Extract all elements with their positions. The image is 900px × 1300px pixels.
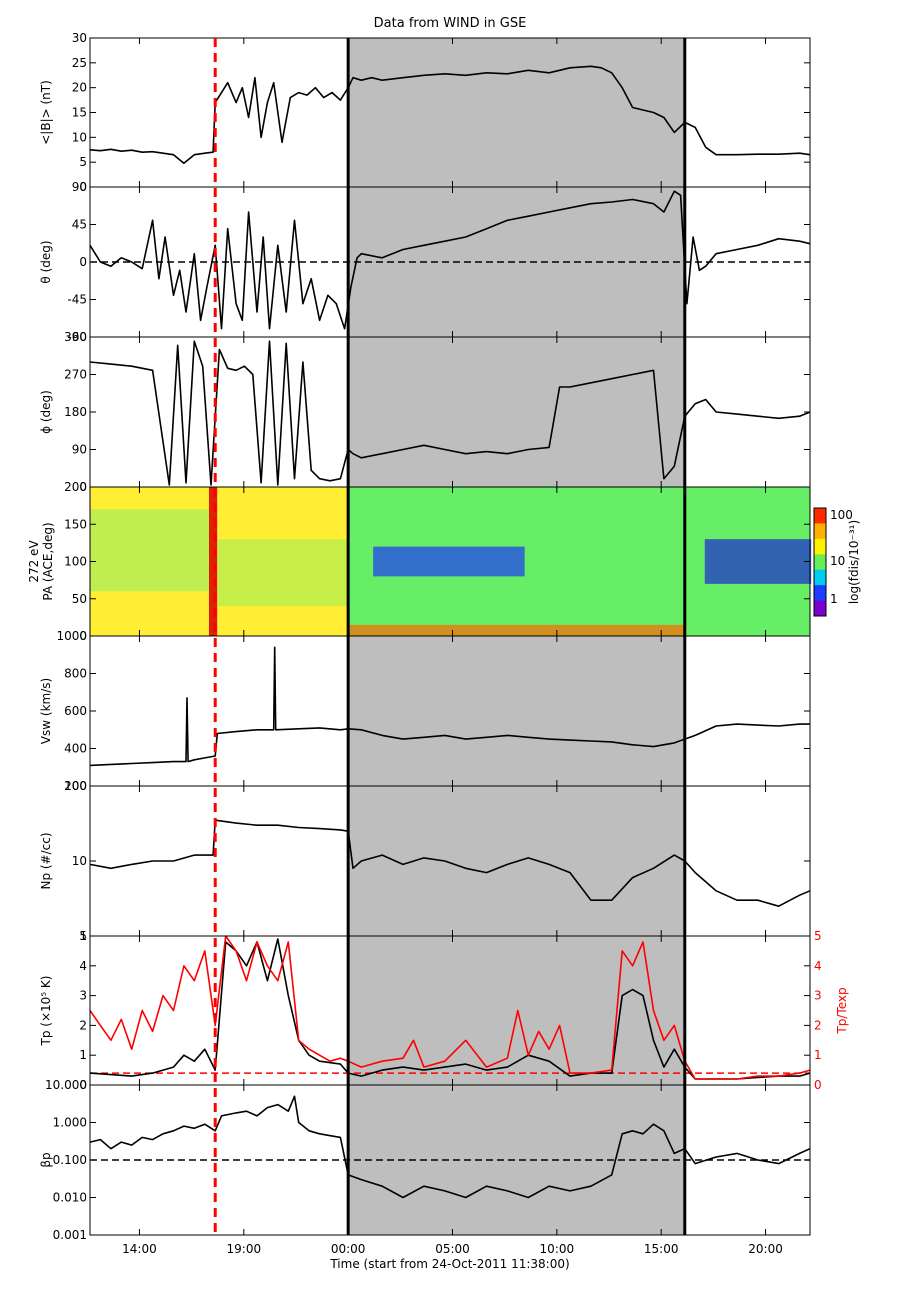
y-tick-label: 0	[79, 180, 87, 194]
panel-beta: 0.001 0.010 0.100 1.000 10.000 βp	[39, 1078, 811, 1242]
y-tick-label: 1	[79, 929, 87, 943]
y-tick-label: 1	[79, 1048, 87, 1062]
y-axis-label: Np (#/cc)	[39, 832, 53, 889]
y-tick-label: 5	[79, 155, 87, 169]
colorbar-label: log(fdis/10⁻³¹)	[847, 520, 861, 604]
y-tick-label: 600	[64, 704, 87, 718]
figure-title: Data from WIND in GSE	[374, 16, 527, 31]
y-tick-label: 100	[64, 779, 87, 793]
y-tick-label: 15	[72, 106, 87, 120]
y-tick-label: 360	[64, 330, 87, 344]
y-axis-label: Tp (×10⁵ K)	[39, 976, 53, 1047]
y-tick-label: 0.100	[53, 1153, 87, 1167]
y-tick-label: 2	[79, 1018, 87, 1032]
y-tick-label: 0.010	[53, 1191, 87, 1205]
y-tick-label: 270	[64, 368, 87, 382]
heatmap-segment	[208, 487, 218, 636]
heatmap-band	[217, 539, 349, 607]
x-tick-label: 10:00	[540, 1242, 575, 1256]
y-axis-label: 272 eV	[27, 540, 41, 583]
x-tick-label: 19:00	[227, 1242, 262, 1256]
colorbar-swatch	[814, 538, 826, 555]
y-tick-label: -45	[67, 293, 87, 307]
y-tick-label-right: 2	[814, 1018, 822, 1032]
y-tick-label: 20	[72, 81, 87, 95]
y-tick-label-right: 0	[814, 1078, 822, 1092]
y-tick-label: 1000	[56, 629, 87, 643]
colorbar-swatch	[814, 569, 826, 586]
y-tick-label: 10	[72, 130, 87, 144]
series-line-theta	[89, 190, 811, 330]
y-axis-label: PA (ACE,deg)	[41, 522, 55, 600]
y-tick-label: 150	[64, 517, 87, 531]
colorbar-tick-label: 1	[830, 592, 838, 606]
y-tick-label: 5	[79, 929, 87, 943]
y-tick-label: 90	[72, 180, 87, 194]
y-axis-label: <|B|> (nT)	[39, 80, 53, 145]
y-tick-label-right: 3	[814, 989, 822, 1003]
heatmap-band	[704, 539, 812, 584]
y-tick-label: 0	[79, 255, 87, 269]
y-tick-label: 800	[64, 667, 87, 681]
y-tick-label-right: 4	[814, 959, 822, 973]
y-tick-label: 90	[72, 443, 87, 457]
y-tick-label: 100	[64, 555, 87, 569]
y-tick-label-right: 1	[814, 1048, 822, 1062]
series-line-tp	[89, 938, 811, 1080]
x-tick-label: 20:00	[748, 1242, 783, 1256]
x-tick-label: 14:00	[122, 1242, 157, 1256]
colorbar-tick-label: 100	[830, 508, 853, 522]
y-tick-label: 50	[72, 592, 87, 606]
y-axis-label-right: Tp/Texp	[835, 987, 849, 1034]
time-axis: 14:00 19:00 00:00 05:00 10:00 15:00 20:00	[122, 38, 783, 1256]
y-tick-label: 25	[72, 56, 87, 70]
y-tick-label: 10.000	[45, 1078, 87, 1092]
y-tick-label: 10	[72, 854, 87, 868]
colorbar-swatch	[814, 523, 826, 540]
y-tick-label: 1.000	[53, 1116, 87, 1130]
colorbar-frame	[813, 507, 827, 617]
y-tick-label: 0.001	[53, 1228, 87, 1242]
series-line-phi	[89, 340, 811, 486]
y-tick-label: 180	[64, 405, 87, 419]
series-line-tptexp	[89, 935, 811, 1080]
heatmap-low-band	[348, 624, 685, 636]
y-tick-label: 200	[64, 480, 87, 494]
y-tick-label-right: 5	[814, 929, 822, 943]
series-line-vsw	[89, 646, 810, 767]
y-axis-label: βp	[39, 1152, 53, 1167]
x-tick-label: 00:00	[331, 1242, 366, 1256]
y-axis-label: Vsw (km/s)	[39, 678, 53, 744]
x-tick-label: 15:00	[644, 1242, 679, 1256]
y-tick-label: 4	[79, 959, 87, 973]
y-tick-label: 30	[72, 31, 87, 45]
y-tick-label: 45	[72, 218, 87, 232]
colorbar-swatch	[814, 600, 826, 617]
y-tick-label: 200	[64, 779, 87, 793]
heatmap-band	[373, 546, 525, 577]
y-tick-label: 400	[64, 742, 87, 756]
colorbar-swatch	[814, 585, 826, 602]
x-axis-label: Time (start from 24-Oct-2011 11:38:00)	[329, 1257, 569, 1271]
x-tick-label: 05:00	[435, 1242, 470, 1256]
y-tick-label: 0	[79, 1078, 87, 1092]
y-axis-label: θ (deg)	[39, 240, 53, 283]
y-tick-label: 0	[79, 629, 87, 643]
series-line-beta	[89, 1095, 811, 1199]
colorbar-swatch	[814, 554, 826, 571]
heatmap-band	[90, 509, 209, 592]
colorbar-swatch	[814, 508, 826, 524]
panel-Tp: 0 0 1 1 2 2 3 3 4 4 5 5 Tp (×10⁵ K) Tp/Texp	[39, 929, 849, 1092]
y-tick-label: 0	[79, 480, 87, 494]
y-axis-label: ϕ (deg)	[39, 390, 53, 434]
colorbar-tick-label: 10	[830, 554, 845, 568]
y-tick-label: -90	[67, 330, 87, 344]
y-tick-label: 3	[79, 989, 87, 1003]
